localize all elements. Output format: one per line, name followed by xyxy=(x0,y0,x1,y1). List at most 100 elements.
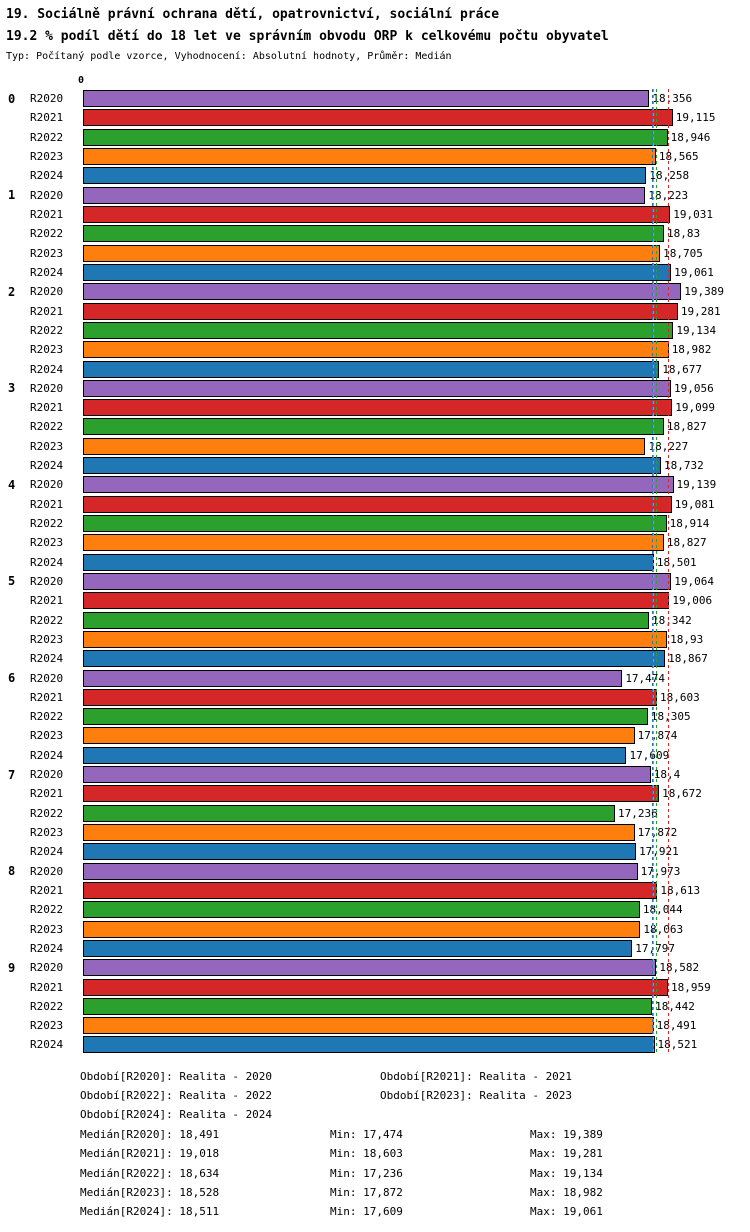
series-row-label: R2020 xyxy=(30,478,64,492)
bar-row: R2024 19,061 xyxy=(0,263,750,282)
bar-area: 19,061 xyxy=(83,263,750,282)
bar-value-label: 18,491 xyxy=(656,1019,697,1033)
bar-value-label: 17,874 xyxy=(637,729,678,743)
bar-value-label: 18,565 xyxy=(658,150,699,164)
bar-area: 18,063 xyxy=(83,919,750,938)
series-row-label: R2023 xyxy=(30,922,64,936)
bar-row: R2021 19,081 xyxy=(0,495,750,514)
bar-row: R2024 17,921 xyxy=(0,842,750,861)
group-label: 4 xyxy=(8,477,16,492)
bar-r2020 xyxy=(83,572,672,590)
bar-row: R2021 18,603 xyxy=(0,688,750,707)
group-label: 2 xyxy=(8,284,16,299)
bar-row: R2021 18,959 xyxy=(0,977,750,996)
series-row-label: R2020 xyxy=(30,961,64,975)
bar-value-label: 19,115 xyxy=(675,111,716,125)
bar-r2020 xyxy=(83,669,623,687)
group-label: 8 xyxy=(8,864,16,879)
bar-r2024 xyxy=(83,746,627,764)
series-row-label: R2022 xyxy=(30,999,64,1013)
chart-header: 19. Sociálně právní ochrana dětí, opatro… xyxy=(0,0,750,66)
bar-value-label: 18,4 xyxy=(653,768,681,782)
bar-r2020 xyxy=(83,379,671,397)
bar-row: R2021 19,281 xyxy=(0,301,750,320)
series-row-label: R2020 xyxy=(30,671,64,685)
bar-value-label: 19,061 xyxy=(674,265,714,279)
bar-row: 6 R2020 17,474 xyxy=(0,668,750,687)
bar-area: 18,491 xyxy=(83,1016,750,1035)
bar-value-label: 18,827 xyxy=(666,536,707,550)
bar-area: 18,705 xyxy=(83,244,750,263)
bar-area: 17,921 xyxy=(83,842,750,861)
bar-area: 18,959 xyxy=(83,977,750,996)
bar-area: 18,582 xyxy=(83,958,750,977)
bar-r2024 xyxy=(83,263,672,281)
series-row-label: R2023 xyxy=(30,343,64,357)
legend-period-item: Období[R2024]: Realita - 2024 xyxy=(80,1108,273,1122)
bar-row: R2023 18,705 xyxy=(0,244,750,263)
bar-area: 18,342 xyxy=(83,610,750,629)
bar-area: 18,521 xyxy=(83,1035,750,1054)
bar-r2022 xyxy=(83,515,667,533)
bar-r2020 xyxy=(83,283,682,301)
legend-median: Medián[R2023]: 18,528 xyxy=(80,1186,220,1200)
bar-value-label: 18,672 xyxy=(662,787,702,801)
bar-value-label: 17,973 xyxy=(640,864,681,878)
bar-area: 19,006 xyxy=(83,591,750,610)
bar-area: 19,134 xyxy=(83,321,750,340)
bar-row: R2023 18,565 xyxy=(0,147,750,166)
series-row-label: R2020 xyxy=(30,768,64,782)
bar-r2023 xyxy=(83,148,656,166)
bar-value-label: 18,959 xyxy=(670,980,711,994)
bar-r2023 xyxy=(83,341,669,359)
bar-value-label: 18,063 xyxy=(643,922,684,936)
bar-r2024 xyxy=(83,360,660,378)
legend-stats: Medián[R2020]: 18,491 Min: 17,474 Max: 19,… xyxy=(80,1125,750,1222)
bar-area: 19,099 xyxy=(83,398,750,417)
bar-area: 17,872 xyxy=(83,823,750,842)
chart-legend: Období[R2020]: Realita - 2020 Období[R202… xyxy=(0,1067,750,1222)
bar-r2020 xyxy=(83,90,650,108)
bar-r2022 xyxy=(83,225,665,243)
bar-area: 19,031 xyxy=(83,205,750,224)
bar-area: 19,081 xyxy=(83,495,750,514)
series-row-label: R2024 xyxy=(30,941,64,955)
series-row-label: R2022 xyxy=(30,806,64,820)
bar-area: 17,973 xyxy=(83,862,750,881)
series-row-label: R2020 xyxy=(30,864,64,878)
bar-value-label: 18,227 xyxy=(648,439,689,453)
bar-r2023 xyxy=(83,1017,654,1035)
bar-area: 18,4 xyxy=(83,765,750,784)
bar-row: R2022 18,914 xyxy=(0,514,750,533)
bar-row: R2022 18,827 xyxy=(0,417,750,436)
bar-area: 19,139 xyxy=(83,475,750,494)
bar-r2021 xyxy=(83,785,660,803)
bar-row: R2022 17,236 xyxy=(0,804,750,823)
bar-row: R2021 19,115 xyxy=(0,108,750,127)
series-row-label: R2022 xyxy=(30,517,64,531)
bar-row: R2022 18,305 xyxy=(0,707,750,726)
legend-median: Medián[R2020]: 18,491 xyxy=(80,1127,220,1141)
bar-r2022 xyxy=(83,901,640,919)
group-label: 9 xyxy=(8,960,16,975)
bar-r2022 xyxy=(83,128,668,146)
chart-subtitle: Typ: Počítaný podle vzorce, Vyhodnocení:… xyxy=(6,51,452,62)
legend-periods: Období[R2020]: Realita - 2020 Období[R202… xyxy=(80,1067,750,1125)
series-row-label: R2021 xyxy=(30,594,64,608)
bar-chart: 0 R2020 18,356 R2021 19,115 R2022 18,946 R2023 1… xyxy=(0,89,750,1055)
bar-row: R2021 19,031 xyxy=(0,205,750,224)
bar-row: R2022 19,134 xyxy=(0,321,750,340)
series-row-label: R2022 xyxy=(30,323,64,337)
group-label: 6 xyxy=(8,671,16,686)
series-row-label: R2024 xyxy=(30,362,64,376)
series-row-label: R2021 xyxy=(30,497,64,511)
group-label: 3 xyxy=(8,381,16,396)
bar-row: R2021 19,006 xyxy=(0,591,750,610)
series-row-label: R2021 xyxy=(30,401,64,415)
bar-r2022 xyxy=(83,321,674,339)
bar-value-label: 18,705 xyxy=(663,246,703,260)
series-row-label: R2021 xyxy=(30,980,64,994)
legend-median: Medián[R2021]: 19,018 xyxy=(80,1147,220,1161)
bar-area: 19,064 xyxy=(83,572,750,591)
legend-max: Max: 18,982 xyxy=(530,1186,603,1200)
